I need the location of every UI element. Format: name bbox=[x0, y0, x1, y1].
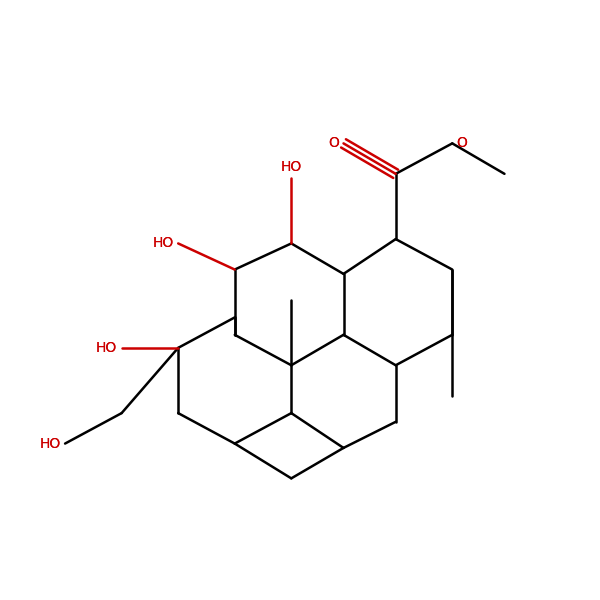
Text: O: O bbox=[457, 136, 467, 151]
Circle shape bbox=[101, 332, 133, 364]
Text: HO: HO bbox=[96, 341, 117, 355]
Text: HO: HO bbox=[96, 341, 117, 355]
Text: HO: HO bbox=[152, 236, 174, 250]
Text: O: O bbox=[457, 136, 467, 151]
Text: HO: HO bbox=[40, 437, 61, 451]
Circle shape bbox=[323, 128, 355, 159]
Circle shape bbox=[441, 128, 472, 159]
Text: O: O bbox=[328, 136, 339, 151]
Text: HO: HO bbox=[281, 160, 302, 174]
Circle shape bbox=[275, 158, 307, 190]
Text: HO: HO bbox=[152, 236, 174, 250]
Circle shape bbox=[158, 228, 190, 259]
Text: HO: HO bbox=[40, 437, 61, 451]
Text: HO: HO bbox=[281, 160, 302, 174]
Circle shape bbox=[45, 428, 76, 459]
Text: O: O bbox=[328, 136, 339, 151]
